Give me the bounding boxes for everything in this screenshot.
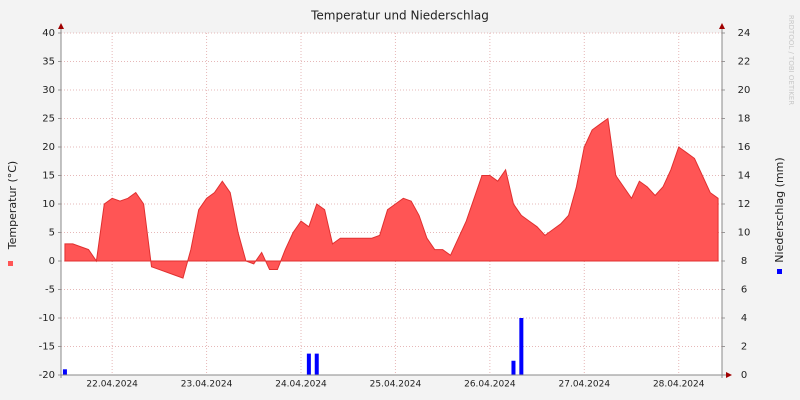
x-tick-label: 28.04.2024 <box>653 380 705 390</box>
y-tick-label: 15 <box>42 171 55 182</box>
y2-tick-label: 14 <box>738 171 751 182</box>
y2-tick-label: 10 <box>738 228 751 239</box>
plot: -20-15-10-505101520253035400246810121416… <box>8 23 782 390</box>
axis-arrow <box>726 372 732 378</box>
x-tick-label: 27.04.2024 <box>559 380 611 390</box>
precipitation-bar <box>519 318 524 375</box>
precipitation-bar <box>62 369 67 375</box>
y2-tick-label: 22 <box>738 57 751 68</box>
x-tick-label: 24.04.2024 <box>275 380 327 390</box>
y-tick-label: 35 <box>42 57 55 68</box>
y-tick-label: -5 <box>45 285 55 296</box>
y-tick-label: 0 <box>49 256 55 267</box>
legend-swatch <box>777 269 782 274</box>
y2-tick-label: 2 <box>741 342 747 353</box>
x-tick-label: 25.04.2024 <box>370 380 422 390</box>
precipitation-bar <box>314 353 319 375</box>
temperature-area <box>64 117 719 279</box>
axis-arrow <box>719 23 725 29</box>
y2-axis-label: Niederschlag (mm) <box>773 157 786 262</box>
y-tick-label: -15 <box>39 342 55 353</box>
precipitation-bar <box>511 360 516 375</box>
y-axis-label: Temperatur (°C) <box>6 161 19 250</box>
y2-tick-label: 24 <box>738 28 751 39</box>
y-tick-label: 25 <box>42 114 55 125</box>
y2-tick-label: 0 <box>741 370 747 381</box>
y-tick-label: -10 <box>39 313 55 324</box>
y2-tick-label: 8 <box>741 256 747 267</box>
y-tick-label: 30 <box>42 85 55 96</box>
watermark: RRDTOOL / TOBI OETIKER <box>787 15 795 105</box>
y2-tick-label: 16 <box>738 142 751 153</box>
y2-tick-label: 18 <box>738 114 751 125</box>
y2-tick-label: 12 <box>738 199 751 210</box>
axis-arrow <box>58 23 64 29</box>
y2-tick-label: 4 <box>741 313 747 324</box>
x-tick-label: 22.04.2024 <box>86 380 138 390</box>
legend-swatch <box>8 261 13 266</box>
chart-title: Temperatur und Niederschlag <box>310 9 489 23</box>
y-tick-label: 5 <box>49 228 55 239</box>
y2-tick-label: 20 <box>738 85 751 96</box>
y-tick-label: 20 <box>42 142 55 153</box>
x-tick-label: 23.04.2024 <box>181 380 233 390</box>
y-tick-label: 40 <box>42 28 55 39</box>
y-tick-label: 10 <box>42 199 55 210</box>
x-tick-label: 26.04.2024 <box>464 380 516 390</box>
y2-tick-label: 6 <box>741 285 747 296</box>
precipitation-bar <box>306 353 311 375</box>
y-tick-label: -20 <box>39 370 55 381</box>
